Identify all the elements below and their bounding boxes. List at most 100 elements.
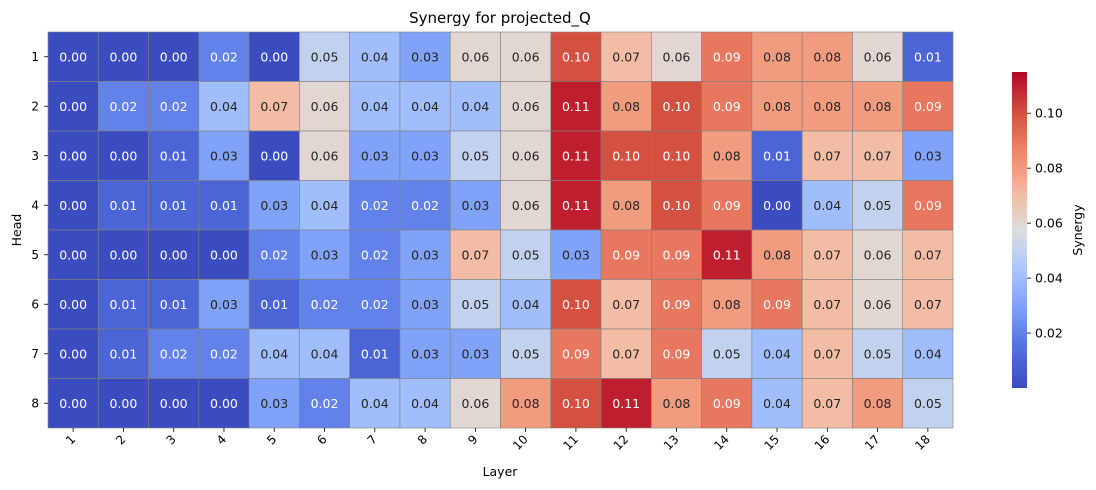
heatmap-cell-r8-c3 (148, 378, 200, 429)
cell-value-r5-c8: 0.03 (411, 247, 439, 262)
y-axis-ticks: 1 2 3 4 5 6 7 8 (31, 50, 48, 410)
heatmap-cell-r5-c9 (449, 229, 501, 280)
cell-value-r6-c4: 0.03 (210, 297, 238, 312)
cell-value-r3-c3: 0.01 (160, 148, 188, 163)
colorbar-tick-label-2: 0.04 (1035, 271, 1063, 286)
heatmap-cell-r1-c8 (399, 31, 451, 82)
cell-value-r3-c12: 0.10 (612, 148, 640, 163)
cell-value-r2-c10: 0.06 (512, 99, 540, 114)
heatmap-cell-r7-c16 (801, 328, 853, 379)
cell-value-r5-c14: 0.11 (713, 247, 741, 262)
heatmap-cell-r8-c12 (600, 378, 652, 429)
cell-value-r6-c5: 0.01 (260, 297, 288, 312)
heatmap-cell-r7-c12 (600, 328, 652, 379)
cell-value-r4-c12: 0.08 (612, 198, 640, 213)
cell-value-r4-c4: 0.01 (210, 198, 238, 213)
heatmap-cell-r8-c2 (97, 378, 149, 429)
x-tick-label-1: 1 (63, 432, 78, 447)
cell-value-r8-c3: 0.00 (160, 396, 188, 411)
cell-value-r2-c5: 0.07 (260, 99, 288, 114)
heatmap-cell-r8-c9 (449, 378, 501, 429)
cell-value-r2-c12: 0.08 (612, 99, 640, 114)
heatmap-cell-r5-c18 (902, 229, 954, 280)
heatmap-cell-r3-c6 (299, 130, 350, 181)
x-tick-label-2: 2 (113, 432, 128, 447)
cell-value-r8-c12: 0.11 (612, 396, 640, 411)
cell-value-r5-c12: 0.09 (612, 247, 640, 262)
heatmap-cell-r4-c7 (349, 180, 401, 231)
heatmap-cell-r3-c10 (500, 130, 552, 181)
cell-value-r4-c1: 0.00 (59, 198, 87, 213)
heatmap-cell-r2-c2 (97, 81, 149, 132)
cell-value-r2-c17: 0.08 (864, 99, 892, 114)
cell-value-r3-c16: 0.07 (813, 148, 841, 163)
cell-value-r6-c14: 0.08 (713, 297, 741, 312)
cell-value-r6-c10: 0.04 (512, 297, 540, 312)
cell-value-r4-c10: 0.06 (512, 198, 540, 213)
cell-value-r6-c18: 0.07 (914, 297, 942, 312)
heatmap-cell-r4-c2 (97, 180, 149, 231)
heatmap-cell-r3-c18 (902, 130, 954, 181)
heatmap-cell-r1-c12 (600, 31, 652, 82)
cell-value-r8-c18: 0.05 (914, 396, 942, 411)
heatmap-cells (47, 31, 954, 429)
cell-value-r3-c1: 0.00 (59, 148, 87, 163)
x-tick-label-16: 16 (812, 432, 833, 453)
cell-value-r3-c5: 0.00 (260, 148, 288, 163)
y-tick-label-2: 2 (31, 99, 39, 113)
cell-value-r2-c6: 0.06 (311, 99, 339, 114)
cell-value-r3-c17: 0.07 (864, 148, 892, 163)
cell-value-r6-c2: 0.01 (109, 297, 137, 312)
heatmap-cell-r1-c14 (701, 31, 753, 82)
heatmap-cell-r6-c12 (600, 279, 652, 330)
x-axis-label: Layer (483, 464, 519, 479)
cell-value-r8-c15: 0.04 (763, 396, 791, 411)
cell-value-r7-c11: 0.09 (562, 346, 590, 361)
cell-value-r6-c3: 0.01 (160, 297, 188, 312)
y-tick-label-8: 8 (31, 396, 39, 410)
cell-value-r6-c1: 0.00 (59, 297, 87, 312)
colorbar-tick-label-3: 0.06 (1035, 216, 1063, 231)
heatmap-cell-r3-c13 (651, 130, 702, 181)
heatmap-cell-r7-c8 (399, 328, 451, 379)
heatmap-cell-r3-c11 (550, 130, 602, 181)
heatmap-cell-r4-c1 (47, 180, 99, 231)
heatmap-cell-r1-c1 (47, 31, 99, 82)
heatmap-cell-r2-c7 (349, 81, 401, 132)
cell-value-r4-c18: 0.09 (914, 198, 942, 213)
cell-value-r1-c13: 0.06 (663, 49, 691, 64)
cell-value-r3-c14: 0.08 (713, 148, 741, 163)
heatmap-cell-r6-c8 (399, 279, 451, 330)
cell-value-r8-c5: 0.03 (260, 396, 288, 411)
heatmap-cell-r8-c17 (852, 378, 904, 429)
heatmap-cell-r6-c15 (751, 279, 803, 330)
cell-value-r3-c2: 0.00 (109, 148, 137, 163)
heatmap-cell-r6-c14 (701, 279, 753, 330)
heatmap-cell-r7-c7 (349, 328, 401, 379)
cell-value-r8-c7: 0.04 (361, 396, 389, 411)
cell-value-r5-c9: 0.07 (461, 247, 489, 262)
x-tick-label-17: 17 (862, 432, 883, 453)
heatmap-cell-r6-c7 (349, 279, 401, 330)
heatmap-cell-r4-c12 (600, 180, 652, 231)
heatmap-cell-r2-c5 (248, 81, 300, 132)
heatmap-cell-r2-c9 (449, 81, 501, 132)
heatmap-cell-r3-c1 (47, 130, 99, 181)
x-tick-label-3: 3 (164, 432, 179, 447)
heatmap-cell-r7-c13 (651, 328, 702, 379)
y-tick-label-7: 7 (31, 347, 39, 361)
cell-value-r3-c10: 0.06 (512, 148, 540, 163)
heatmap-cell-r6-c18 (902, 279, 954, 330)
heatmap-cell-r6-c4 (198, 279, 250, 330)
cell-value-r7-c6: 0.04 (311, 346, 339, 361)
cell-value-r2-c15: 0.08 (763, 99, 791, 114)
cell-value-r4-c8: 0.02 (411, 198, 439, 213)
heatmap-cell-r4-c14 (701, 180, 753, 231)
heatmap-cell-r1-c6 (299, 31, 350, 82)
heatmap-cell-r5-c15 (751, 229, 803, 280)
cell-value-r1-c4: 0.02 (210, 49, 238, 64)
cell-value-r1-c8: 0.03 (411, 49, 439, 64)
heatmap-cell-r1-c18 (902, 31, 954, 82)
cell-value-r2-c7: 0.04 (361, 99, 389, 114)
